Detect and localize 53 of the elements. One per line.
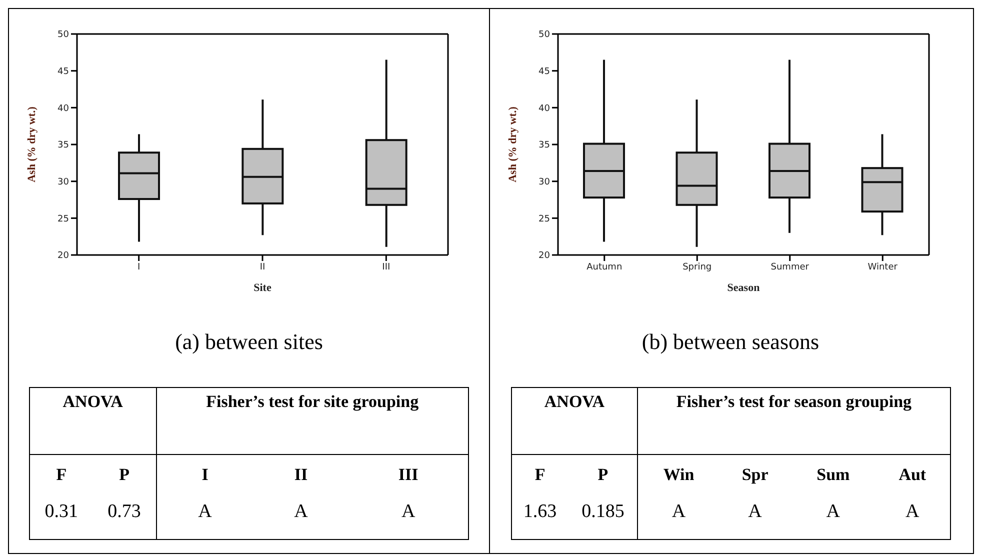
y-tick-label: 20 [538,251,550,262]
text: F [534,464,546,486]
text: A [747,500,763,524]
text: 1.63 [522,500,558,524]
y-tick-label: 50 [58,30,70,40]
y-tick-label: 30 [58,178,70,188]
text: P [92,454,156,489]
text: 0.73 [92,489,156,540]
x-tick-label: I [138,262,140,272]
text: A [904,500,920,524]
text: Aut [898,464,928,486]
y-tick-label: 50 [538,30,550,40]
text: ANOVA [511,388,638,454]
text: Win [662,464,696,486]
text: Fisher’s test for season grouping [675,391,913,413]
text: ANOVA [30,388,156,454]
y-tick-label: 40 [538,104,550,114]
text: Fisher’s test for site grouping [205,391,420,413]
y-tick-label: 30 [538,178,550,188]
y-axis-title: Ash (% dry wt.) [506,106,519,182]
text: Spr [740,464,770,486]
text: P [568,454,638,489]
y-tick-label: 35 [538,140,550,151]
text: A [293,500,309,524]
x-tick-label: Spring [682,262,712,272]
y-tick-label: 35 [58,140,69,151]
text: A [400,500,416,524]
y-axis-title: Ash (% dry wt.) [26,106,38,182]
text: III [397,464,420,486]
text: A [197,500,213,524]
x-tick-label: Winter [868,262,898,272]
text: Sum [816,464,851,486]
text: I [200,464,210,486]
x-tick-label: II [260,262,266,272]
y-tick-label: 45 [538,67,550,78]
x-axis-title: Site [254,282,272,294]
x-axis-title: Season [727,282,760,294]
y-tick-label: 25 [58,214,69,224]
text: A [670,500,687,524]
text: II [293,464,309,486]
x-tick-label: Summer [770,262,810,272]
y-tick-label: 45 [58,67,69,78]
text: 0.185 [568,489,638,540]
x-tick-label: III [382,262,390,272]
x-tick-label: Autumn [586,262,622,272]
text: A [825,500,842,524]
y-tick-label: 20 [58,251,70,262]
text: F [55,464,68,486]
text: 0.31 [44,500,80,524]
text: (a) between sites [174,329,324,355]
y-tick-label: 25 [538,214,550,224]
y-tick-label: 40 [58,104,70,114]
text: (b) between seasons [640,329,820,355]
